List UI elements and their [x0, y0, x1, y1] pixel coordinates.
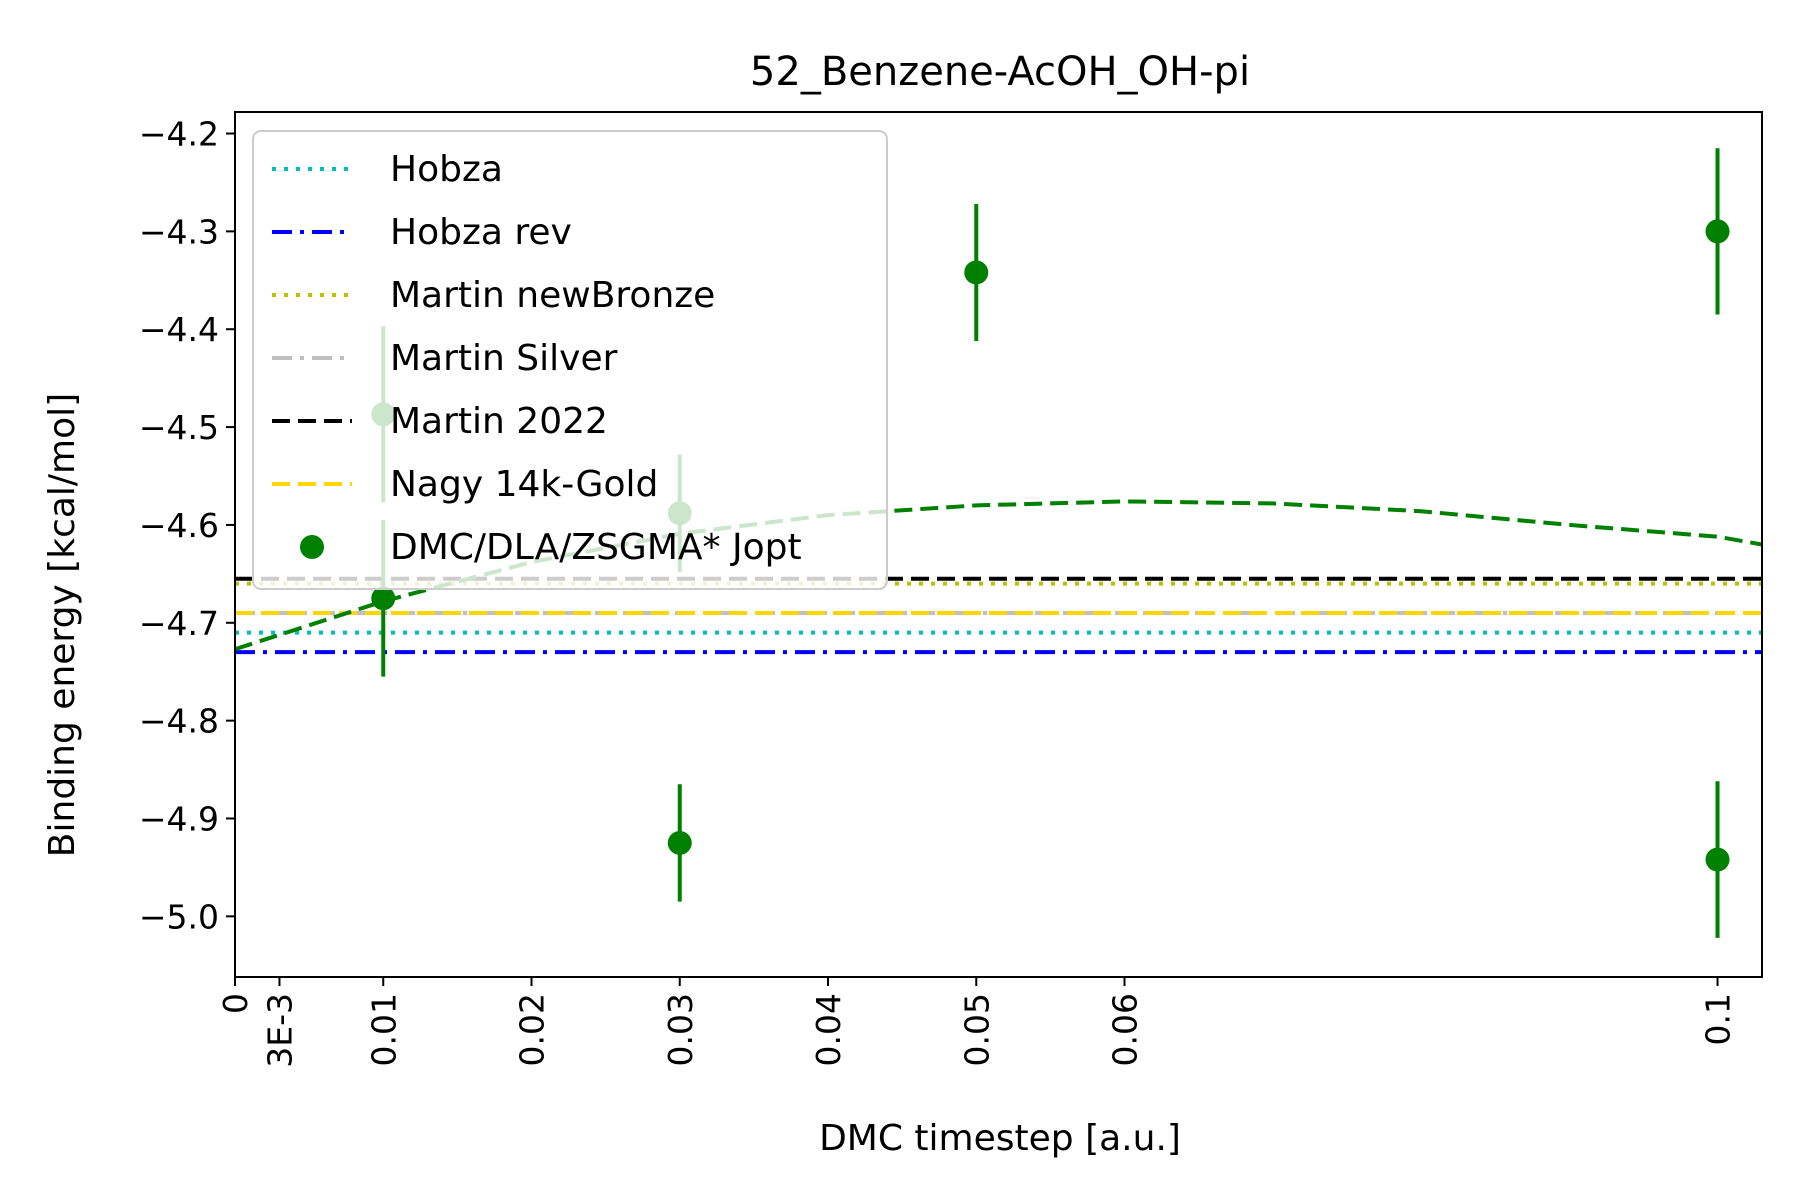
data-point-1	[371, 586, 396, 611]
legend-label-4: Martin 2022	[390, 401, 608, 442]
data-point-5	[1705, 219, 1730, 244]
data-point-6	[1705, 847, 1730, 872]
x-tick-label-0: 0	[216, 993, 255, 1014]
y-tick-label-5: −4.7	[139, 604, 219, 643]
x-tick-label-6: 0.05	[957, 993, 996, 1066]
y-tick-label-8: −5.0	[139, 897, 219, 936]
y-tick-label-7: −4.9	[139, 799, 219, 838]
legend-box	[252, 130, 888, 590]
legend-label-2: Martin newBronze	[390, 275, 715, 316]
y-tick-label-1: −4.3	[139, 212, 219, 251]
legend-label-0: Hobza	[390, 149, 503, 190]
legend-label-6: DMC/DLA/ZSGMA* Jopt	[390, 527, 802, 568]
ticks: −4.2 −4.3 −4.4 −4.5 −4.6 −4.7 −4.8 −4.9 −5.0 0 3E-…	[139, 115, 1738, 1068]
y-tick-label-0: −4.2	[139, 115, 219, 154]
x-tick-label-7: 0.06	[1106, 993, 1145, 1066]
axes-frame	[234, 111, 1763, 978]
x-tick-label-8: 0.1	[1699, 993, 1738, 1045]
legend-label-5: Nagy 14k-Gold	[390, 464, 658, 505]
y-tick-label-3: −4.5	[139, 408, 219, 447]
x-tick-label-2: 0.01	[364, 993, 403, 1066]
x-tick-label-4: 0.03	[661, 993, 700, 1066]
legend-label-3: Martin Silver	[390, 338, 618, 379]
x-tick-label-1: 3E-3	[260, 993, 299, 1068]
axes-border	[234, 111, 1763, 978]
y-tick-label-6: −4.8	[139, 702, 219, 741]
y-axis-label: Binding energy [kcal/mol]	[42, 393, 83, 857]
legend-label-1: Hobza rev	[390, 212, 572, 253]
legend: Hobza Hobza rev Martin newBronze Martin Sil…	[252, 130, 888, 590]
data-point-3	[667, 830, 692, 855]
data-point-4	[964, 260, 989, 285]
fit-curve	[235, 499, 1762, 652]
y-tick-label-2: −4.4	[139, 310, 219, 349]
y-tick-label-4: −4.6	[139, 506, 219, 545]
legend-swatch-6	[300, 535, 324, 559]
chart-title: 52_Benzene-AcOH_OH-pi	[750, 49, 1250, 95]
x-axis-label: DMC timestep [a.u.]	[819, 1118, 1181, 1159]
x-tick-label-3: 0.02	[513, 993, 552, 1066]
x-tick-label-5: 0.04	[809, 993, 848, 1066]
